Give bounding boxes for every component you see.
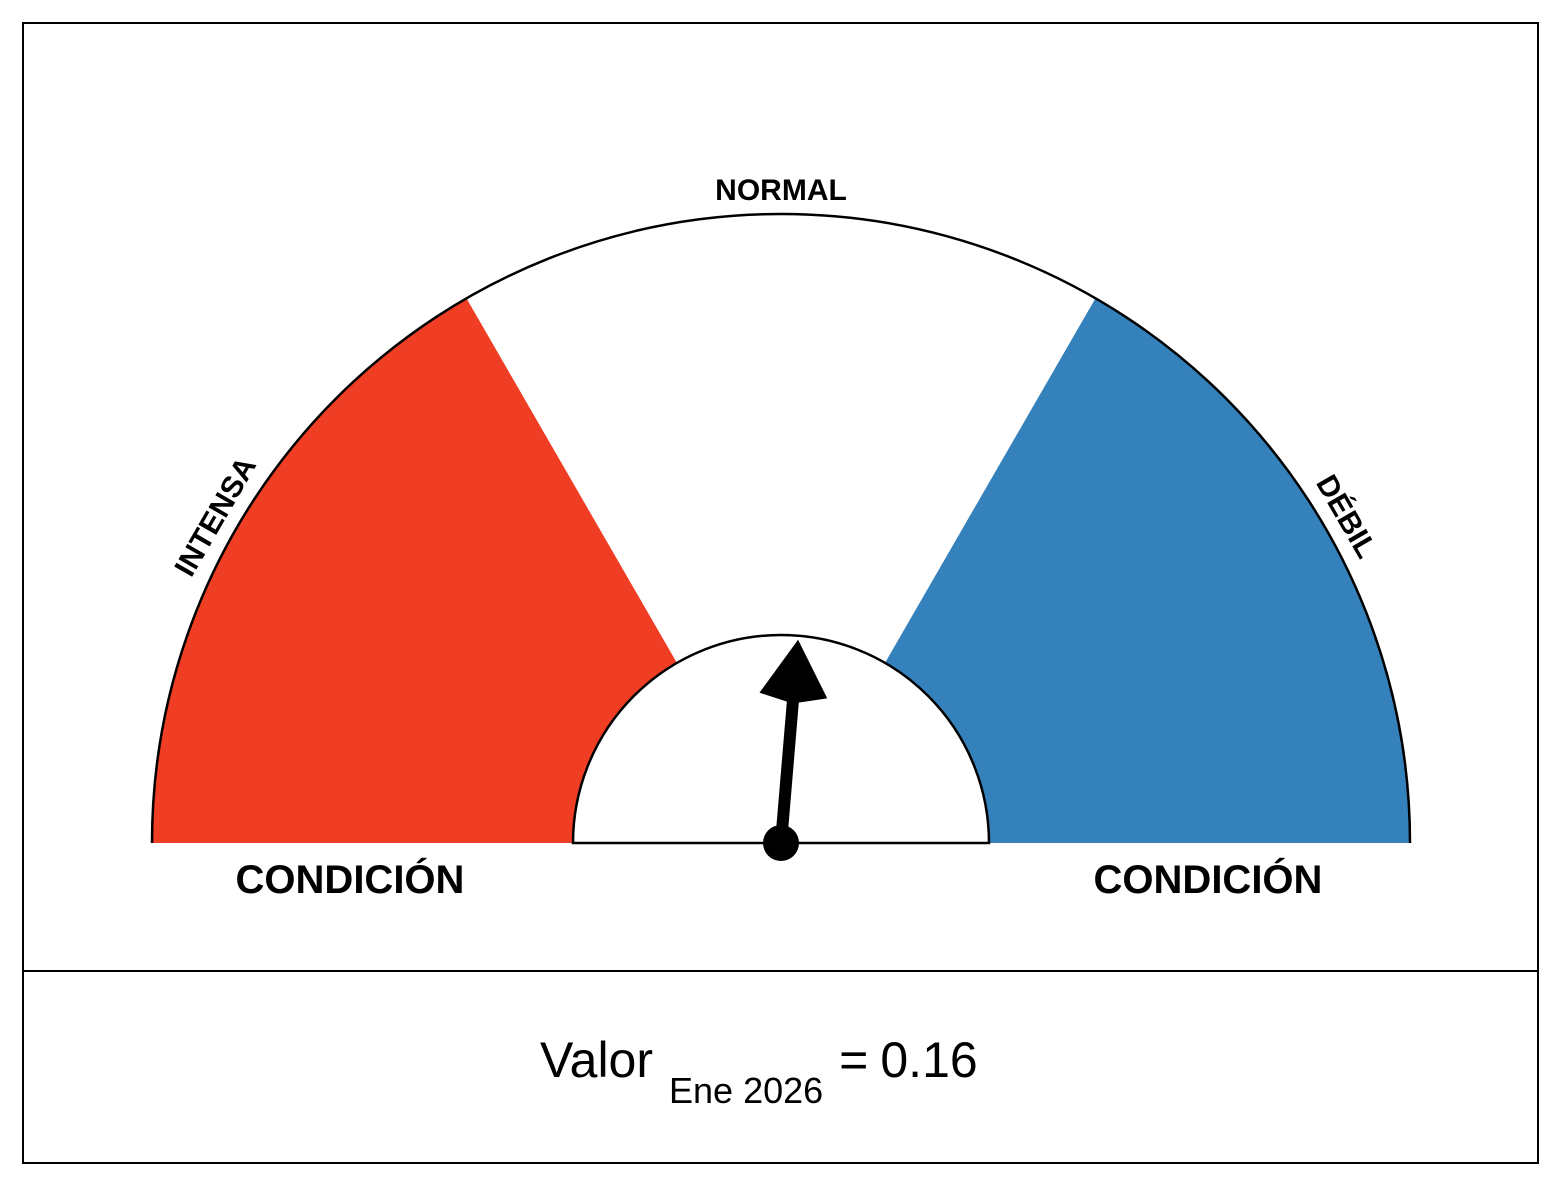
value-text: Valor Ene 2026 = 0.16 xyxy=(540,1032,978,1111)
operator: = xyxy=(839,1032,868,1088)
value: 0.16 xyxy=(880,1032,977,1088)
gauge-sector xyxy=(466,213,1096,663)
needle-shaft xyxy=(775,693,800,844)
period: Ene 2026 xyxy=(669,1070,823,1111)
outer-arc xyxy=(150,212,1412,844)
needle-pivot xyxy=(763,825,799,861)
right-caption: CONDICIÓN xyxy=(1094,856,1323,902)
value-label: Valor xyxy=(540,1032,653,1088)
needle xyxy=(759,639,828,861)
hub xyxy=(571,633,991,845)
sector-label: NORMAL xyxy=(715,174,847,207)
gauge-sector xyxy=(152,298,677,843)
needle-head xyxy=(759,639,828,704)
left-caption: CONDICIÓN xyxy=(236,856,465,902)
gauge-sector xyxy=(885,298,1410,843)
